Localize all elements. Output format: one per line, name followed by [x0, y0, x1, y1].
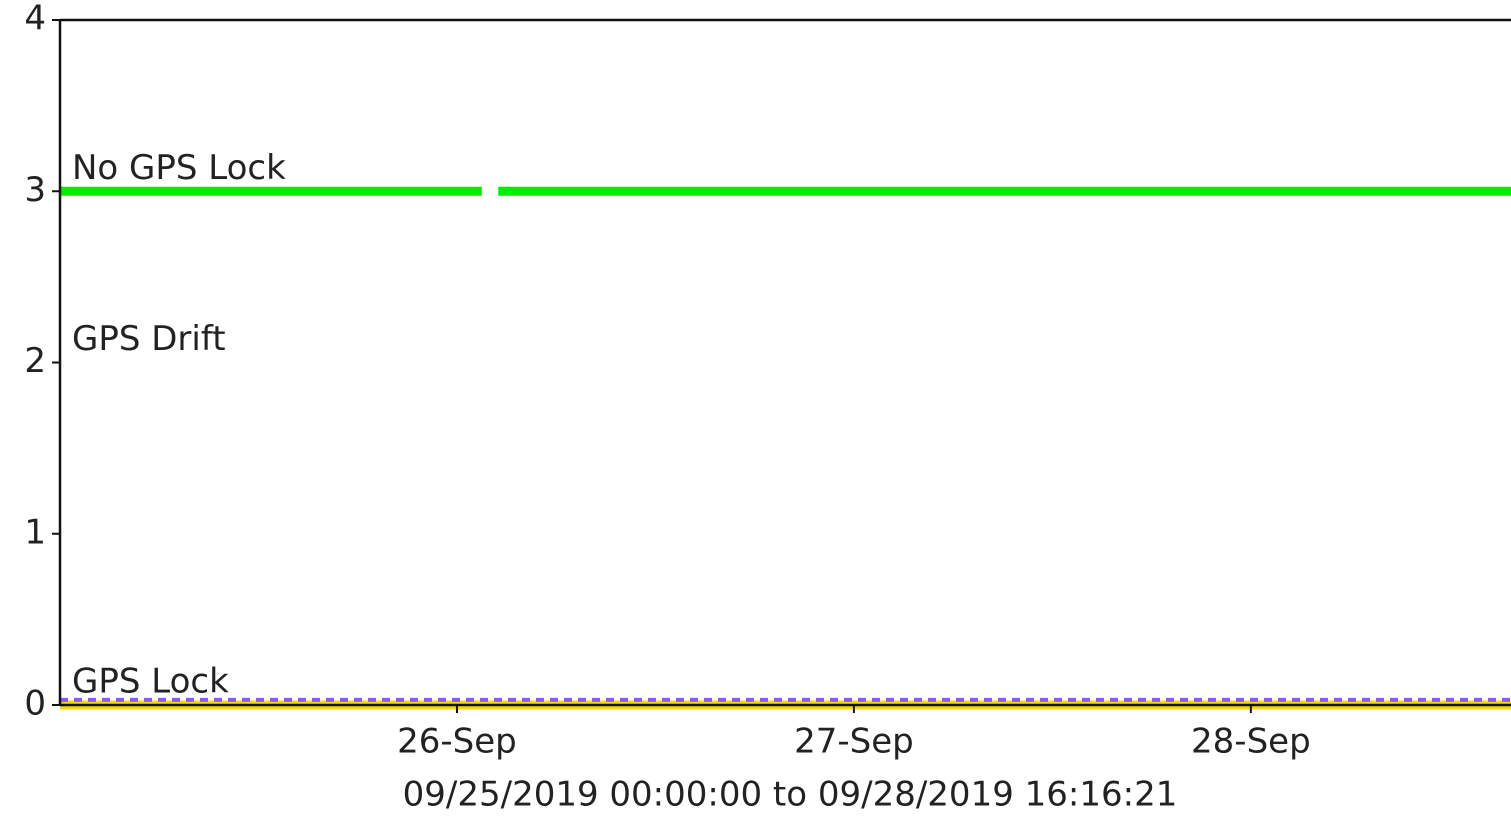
x-axis-label: 09/25/2019 00:00:00 to 09/28/2019 16:16:… — [403, 775, 1178, 815]
annotation: No GPS Lock — [72, 148, 286, 188]
y-tick-label: 4 — [24, 0, 46, 39]
y-tick-label: 3 — [24, 170, 46, 210]
annotation: GPS Lock — [72, 662, 229, 702]
annotation: GPS Drift — [72, 319, 226, 359]
x-tick-label: 27-Sep — [794, 722, 914, 762]
y-tick-label: 0 — [24, 684, 46, 724]
y-tick-label: 2 — [24, 341, 46, 381]
x-tick-label: 26-Sep — [397, 722, 517, 762]
y-tick-label: 1 — [24, 512, 46, 552]
x-tick-label: 28-Sep — [1191, 722, 1311, 762]
